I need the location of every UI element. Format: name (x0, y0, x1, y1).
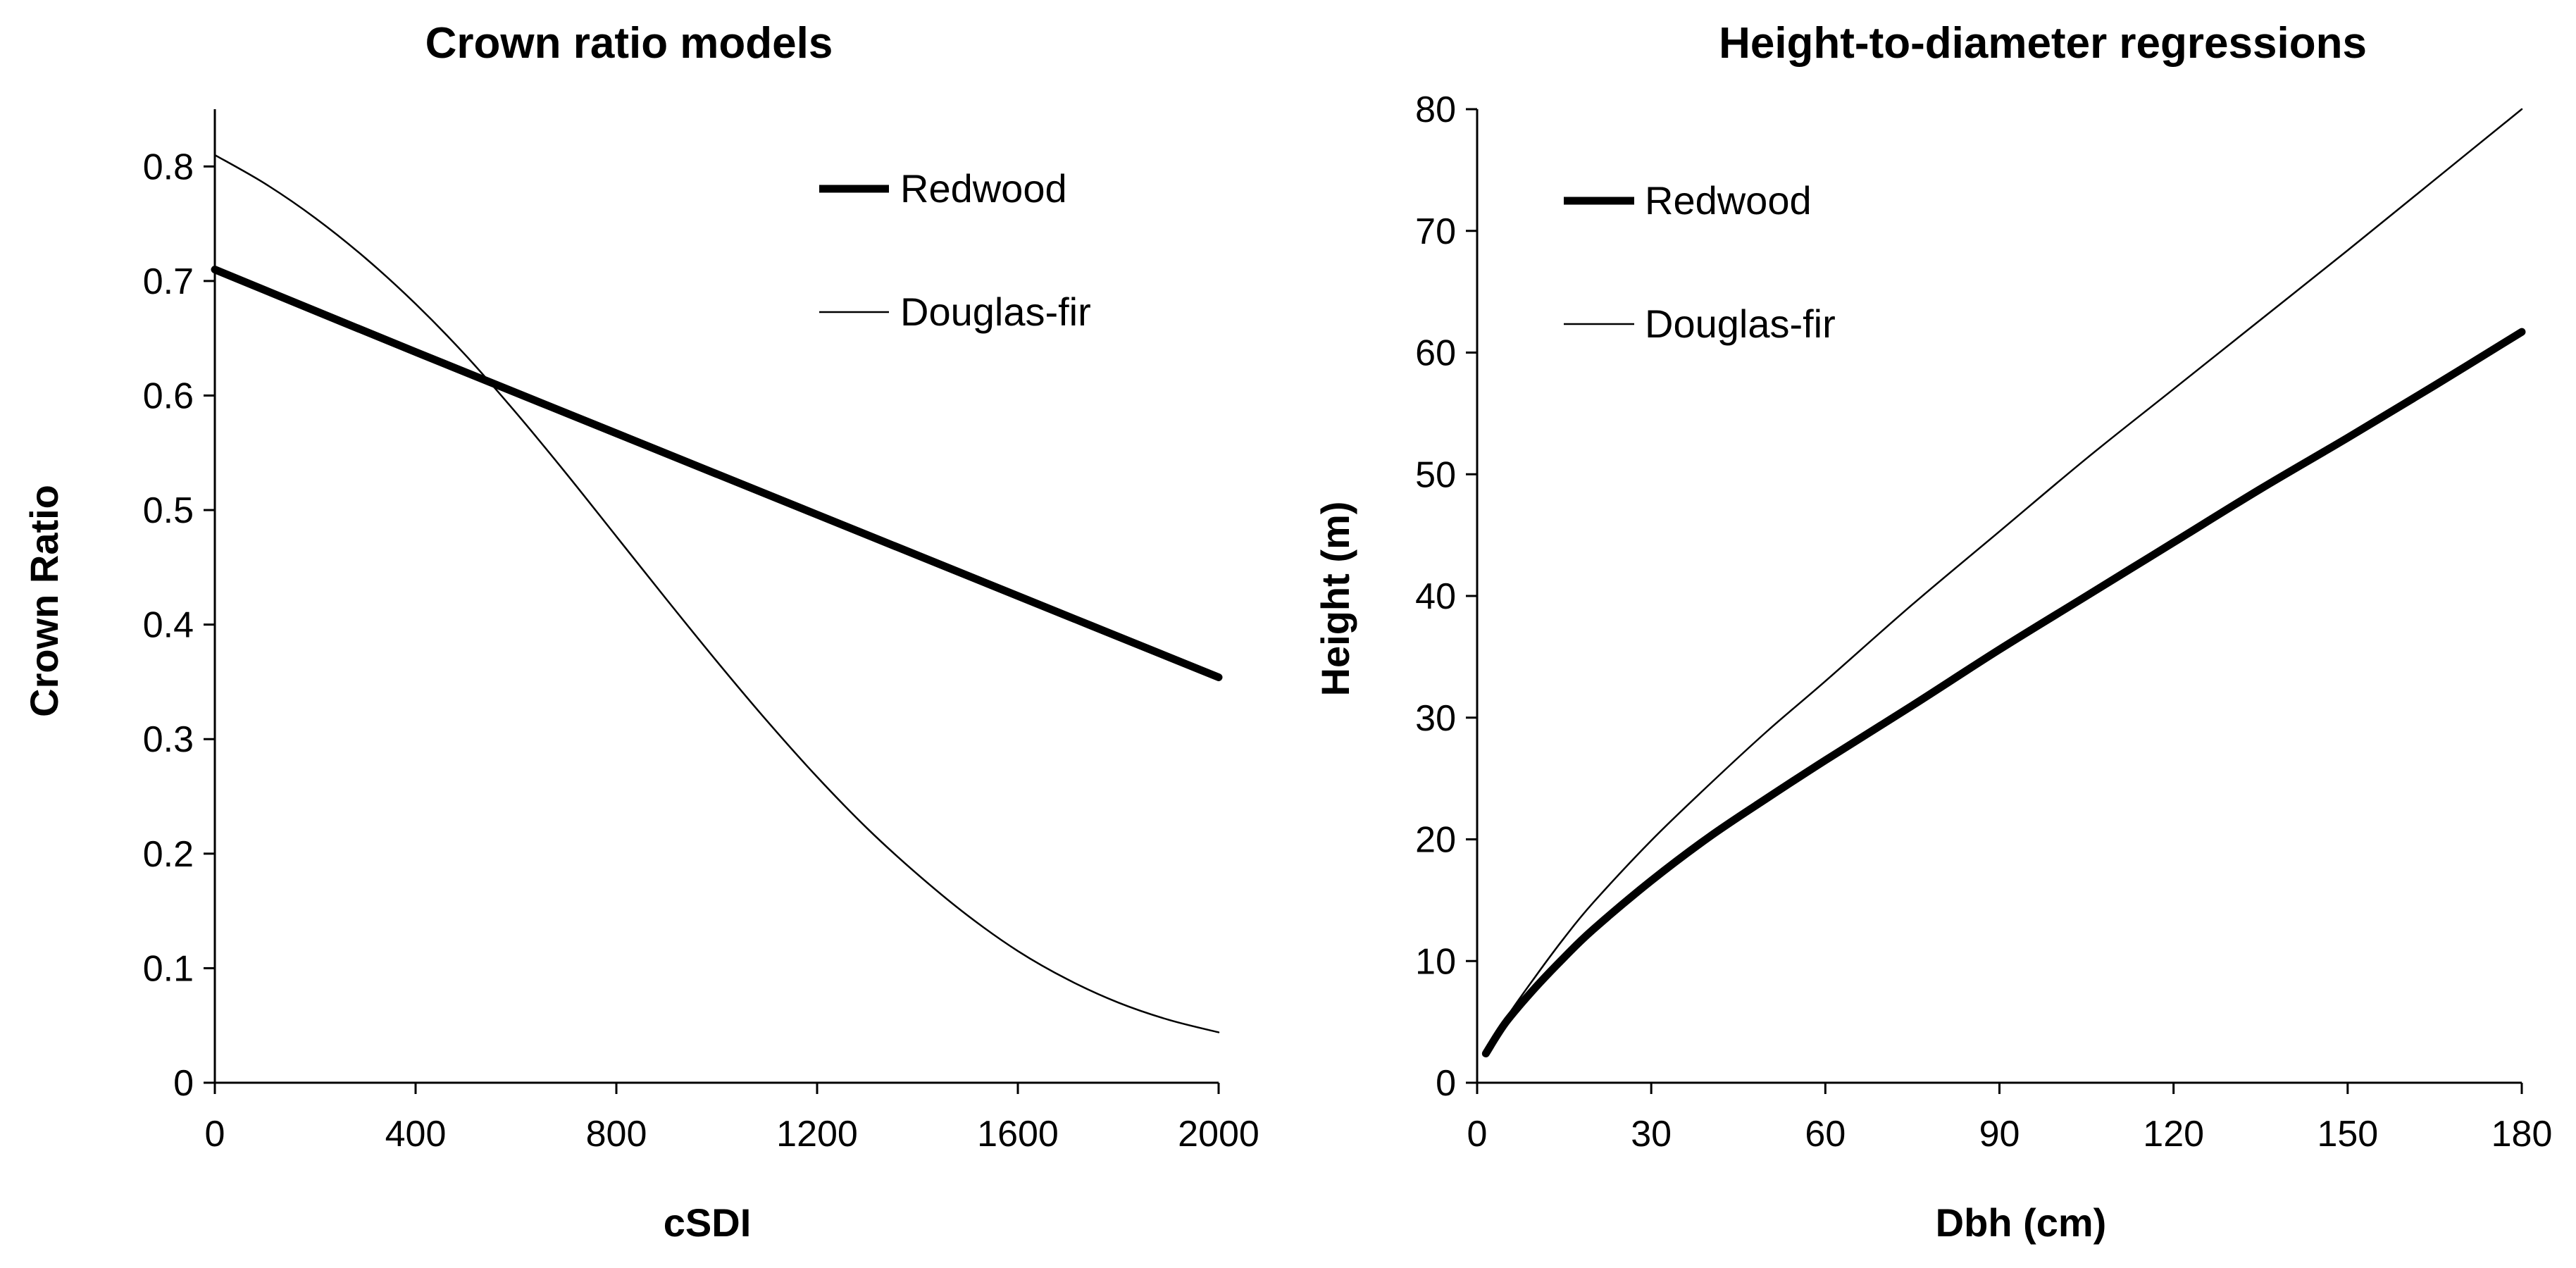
y-axis-label: Height (m) (1313, 502, 1357, 697)
y-tick-label: 0.7 (143, 261, 194, 302)
series-line-douglas-fir (1485, 108, 2523, 1055)
x-tick-label: 2000 (1178, 1114, 1259, 1155)
y-tick-label: 0.4 (143, 605, 194, 646)
series-line-douglas-fir (213, 154, 1220, 1033)
height-diameter-chart: Height-to-diameter regressions Dbh (cm) … (1313, 19, 2552, 1245)
crown-ratio-chart: Crown ratio models cSDI Crown Ratio 0 0.1… (22, 19, 1259, 1245)
y-tick-label: 30 (1415, 698, 1456, 739)
series-line-redwood (1481, 328, 2526, 1058)
y-tick-label: 0.3 (143, 719, 194, 760)
y-tick-label: 20 (1415, 820, 1456, 861)
y-tick-label: 10 (1415, 941, 1456, 982)
y-tick-label: 40 (1415, 576, 1456, 617)
y-tick-label: 0 (173, 1063, 194, 1104)
legend-label: Douglas-fir (900, 290, 1091, 334)
y-tick-label: 0.8 (143, 147, 194, 187)
y-tick-label: 0.5 (143, 490, 194, 531)
legend-label: Douglas-fir (1645, 302, 1836, 346)
x-axis-label: cSDI (664, 1200, 752, 1245)
series-line-redwood (211, 266, 1223, 681)
x-tick-label: 800 (586, 1114, 647, 1155)
y-tick-label: 80 (1415, 89, 1456, 130)
legend-label: Redwood (900, 166, 1067, 211)
y-tick-label: 0.1 (143, 948, 194, 989)
x-tick-label: 0 (205, 1114, 225, 1155)
x-tick-label: 0 (1467, 1114, 1488, 1155)
x-tick-label: 150 (2317, 1114, 2378, 1155)
y-tick-label: 70 (1415, 211, 1456, 252)
x-tick-label: 90 (1979, 1114, 2020, 1155)
y-axis-label: Crown Ratio (22, 485, 66, 717)
y-tick-label: 60 (1415, 333, 1456, 374)
y-tick-label: 50 (1415, 454, 1456, 495)
x-tick-label: 120 (2143, 1114, 2204, 1155)
x-tick-label: 1200 (776, 1114, 858, 1155)
chart-title: Height-to-diameter regressions (1719, 19, 2367, 68)
x-tick-label: 180 (2491, 1114, 2553, 1155)
x-tick-label: 1600 (977, 1114, 1059, 1155)
y-tick-label: 0.6 (143, 375, 194, 416)
y-tick-label: 0.2 (143, 834, 194, 875)
x-tick-label: 60 (1805, 1114, 1846, 1155)
chart-title: Crown ratio models (425, 19, 833, 68)
x-tick-label: 30 (1631, 1114, 1672, 1155)
legend-label: Redwood (1645, 178, 1812, 223)
y-tick-label: 0 (1436, 1063, 1456, 1104)
x-tick-label: 400 (385, 1114, 447, 1155)
x-axis-label: Dbh (cm) (1936, 1200, 2107, 1245)
